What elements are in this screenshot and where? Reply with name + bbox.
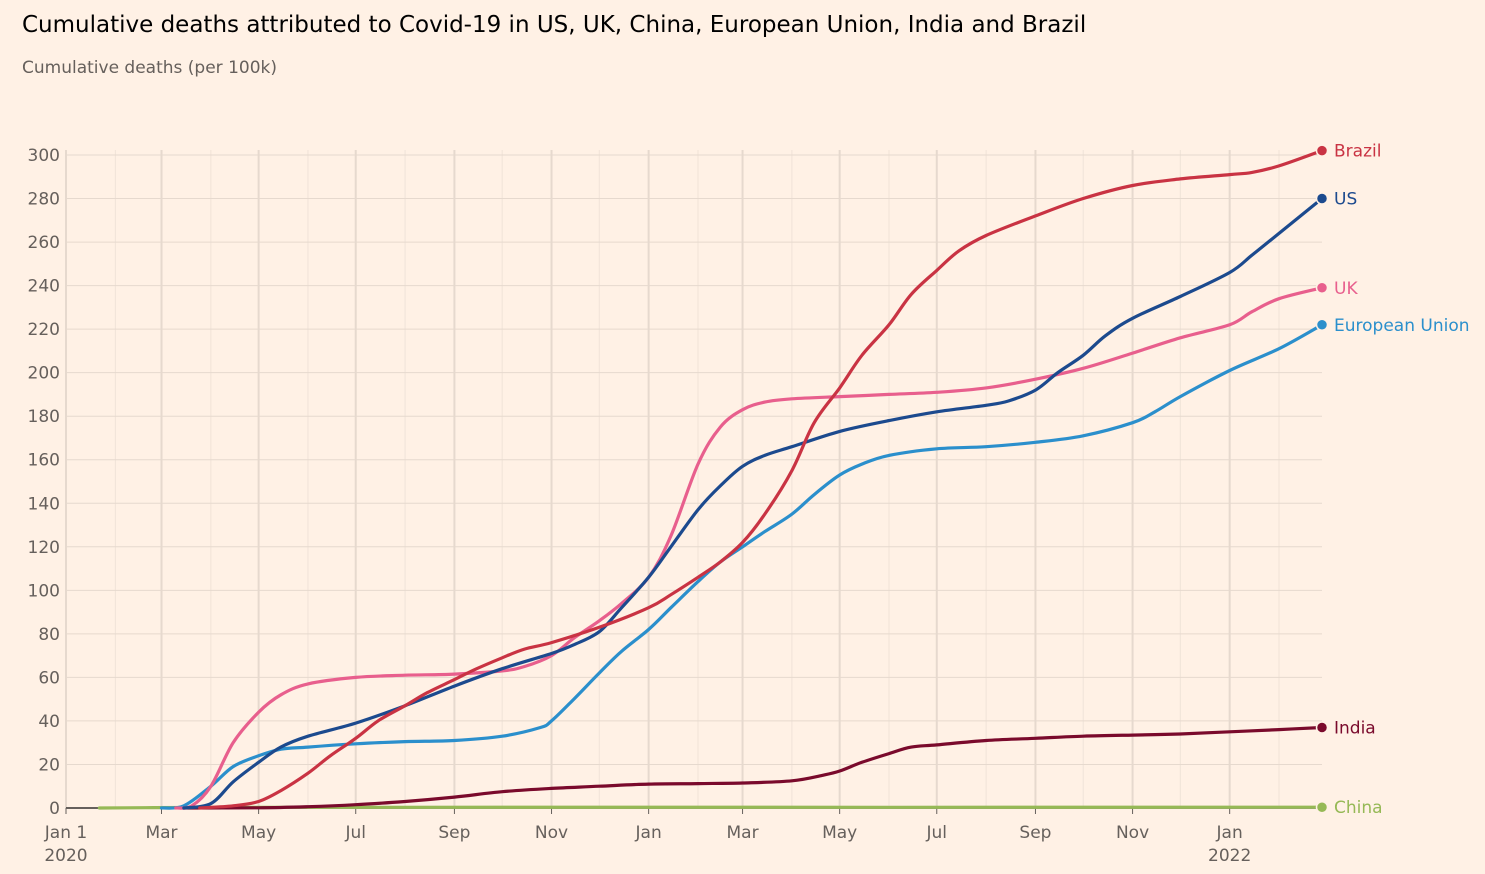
y-tick-label: 240 bbox=[28, 277, 60, 297]
x-tick-label: Jan bbox=[635, 823, 662, 843]
x-tick-sublabel: 2020 bbox=[44, 846, 87, 866]
series-label-brazil: Brazil bbox=[1334, 142, 1381, 162]
series-end-marker-us bbox=[1315, 192, 1329, 205]
chart-title: Cumulative deaths attributed to Covid-19… bbox=[22, 12, 1087, 38]
series-group: China India European Union UK US Brazil bbox=[97, 142, 1470, 818]
series-label-us: US bbox=[1334, 190, 1357, 210]
y-tick-label: 80 bbox=[38, 625, 60, 645]
x-tick-label: Jan bbox=[1216, 823, 1243, 843]
x-axis: Jan 1 2020 Mar May Jul Sep Nov Jan Mar May Jul Sep N… bbox=[44, 808, 1251, 866]
y-tick-label: 140 bbox=[28, 494, 60, 514]
x-tick-label: Jul bbox=[344, 823, 366, 843]
x-tick-label: May bbox=[241, 823, 276, 843]
y-tick-label: 100 bbox=[28, 581, 60, 601]
gridlines bbox=[65, 150, 1322, 809]
y-tick-label: 280 bbox=[28, 190, 60, 210]
y-tick-label: 20 bbox=[38, 755, 60, 775]
x-tick-label: Jan 1 bbox=[44, 823, 87, 843]
series-line-india bbox=[182, 725, 1324, 810]
series-line-brazil bbox=[198, 149, 1324, 810]
x-tick-label: Sep bbox=[438, 823, 470, 843]
y-tick-label: 180 bbox=[28, 407, 60, 427]
series-line-china bbox=[97, 805, 1324, 810]
x-tick-label: Nov bbox=[1116, 823, 1149, 843]
series-end-marker-uk bbox=[1315, 281, 1329, 295]
series-line-european-union bbox=[159, 323, 1324, 810]
x-tick-sublabel: 2022 bbox=[1208, 846, 1251, 866]
y-tick-label: 260 bbox=[28, 233, 60, 253]
series-end-marker-brazil bbox=[1315, 144, 1329, 157]
x-tick-label: Mar bbox=[727, 823, 759, 843]
y-tick-label: 160 bbox=[28, 451, 60, 471]
series-line-us bbox=[182, 196, 1324, 810]
series-label-china: China bbox=[1334, 798, 1383, 818]
y-tick-label: 300 bbox=[28, 146, 60, 166]
series-end-marker-european-union bbox=[1315, 318, 1329, 332]
series-end-marker-india bbox=[1315, 721, 1329, 734]
x-tick-label: Nov bbox=[535, 823, 568, 843]
x-tick-label: Sep bbox=[1019, 823, 1051, 843]
series-label-european-union: European Union bbox=[1334, 316, 1470, 336]
y-tick-label: 40 bbox=[38, 712, 60, 732]
x-tick-label: May bbox=[822, 823, 857, 843]
series-label-uk: UK bbox=[1334, 279, 1358, 299]
y-tick-label: 220 bbox=[28, 320, 60, 340]
y-axis: 0 20 40 60 80 100 120 140 160 180 200 220 240 260 280 3… bbox=[28, 146, 60, 819]
y-tick-label: 60 bbox=[38, 668, 60, 688]
x-tick-label: Jul bbox=[926, 823, 948, 843]
series-label-india: India bbox=[1334, 718, 1376, 738]
series-end-marker-china bbox=[1315, 800, 1329, 814]
y-tick-label: 0 bbox=[49, 799, 60, 819]
y-tick-label: 200 bbox=[28, 364, 60, 384]
chart-subtitle: Cumulative deaths (per 100k) bbox=[22, 58, 277, 78]
y-tick-label: 120 bbox=[28, 538, 60, 558]
x-tick-label: Mar bbox=[145, 823, 177, 843]
series-line-uk bbox=[174, 286, 1324, 810]
